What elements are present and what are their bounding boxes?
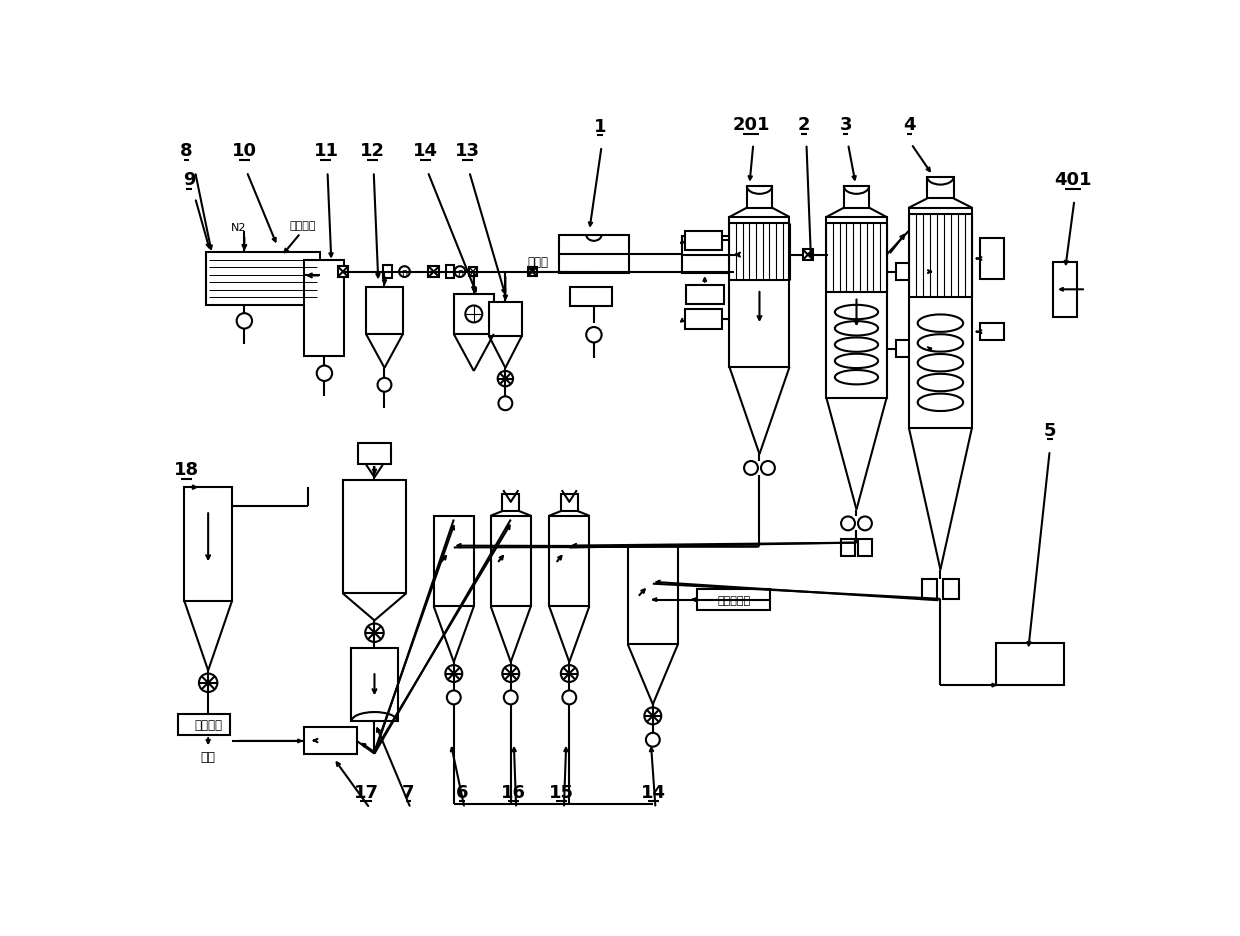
Bar: [179, 714, 231, 736]
Text: 2: 2: [797, 116, 811, 134]
Circle shape: [366, 623, 383, 642]
Text: 6: 6: [456, 782, 469, 800]
Bar: [528, 268, 537, 277]
Circle shape: [744, 461, 758, 475]
Text: N2: N2: [231, 223, 246, 233]
Bar: [304, 727, 357, 754]
Text: 草草水置堂: 草草水置堂: [717, 595, 750, 605]
Bar: [944, 579, 959, 599]
Circle shape: [377, 378, 392, 392]
Bar: [351, 649, 398, 722]
Circle shape: [497, 372, 513, 387]
Bar: [490, 303, 522, 337]
Bar: [357, 443, 392, 464]
Bar: [502, 494, 520, 511]
Bar: [729, 218, 790, 368]
Bar: [560, 494, 578, 511]
Text: 12: 12: [361, 142, 386, 160]
Bar: [684, 231, 722, 251]
Circle shape: [858, 517, 872, 531]
Circle shape: [316, 366, 332, 382]
Circle shape: [761, 461, 775, 475]
Text: 8: 8: [180, 142, 193, 160]
Bar: [895, 341, 926, 358]
Bar: [337, 267, 348, 278]
Text: 打包: 打包: [201, 751, 216, 764]
Circle shape: [563, 691, 577, 705]
Text: 14: 14: [641, 782, 666, 800]
Text: 7: 7: [402, 782, 414, 800]
Text: 201: 201: [733, 116, 770, 134]
Bar: [895, 264, 926, 281]
Text: n: n: [402, 268, 408, 278]
Bar: [558, 235, 630, 274]
Bar: [746, 187, 773, 209]
Text: 9: 9: [182, 171, 195, 189]
Text: 10: 10: [232, 142, 257, 160]
Text: 3: 3: [839, 116, 852, 134]
Bar: [185, 488, 232, 601]
Bar: [686, 285, 724, 304]
Circle shape: [503, 691, 517, 705]
Bar: [996, 643, 1064, 685]
Bar: [928, 178, 954, 199]
Bar: [366, 287, 403, 334]
Bar: [684, 310, 722, 329]
Bar: [434, 516, 474, 607]
Bar: [980, 240, 1004, 279]
Bar: [826, 218, 887, 399]
Circle shape: [465, 306, 482, 323]
Bar: [549, 516, 589, 607]
Bar: [206, 253, 320, 305]
Bar: [491, 516, 531, 607]
Circle shape: [445, 665, 463, 682]
Bar: [454, 295, 494, 334]
Bar: [980, 324, 1004, 341]
Text: 13: 13: [455, 142, 480, 160]
Text: 16: 16: [501, 782, 526, 800]
Bar: [909, 209, 972, 428]
Circle shape: [455, 267, 465, 278]
Bar: [858, 539, 872, 556]
Bar: [802, 250, 813, 261]
Circle shape: [399, 267, 410, 278]
Circle shape: [560, 665, 578, 682]
Text: 15: 15: [549, 782, 574, 800]
Text: 己内酰胺: 己内酰胺: [289, 221, 315, 231]
Text: 脱盐水: 脱盐水: [528, 256, 549, 269]
Text: 5: 5: [1044, 421, 1056, 439]
Bar: [304, 261, 345, 357]
Circle shape: [446, 691, 461, 705]
Text: 1: 1: [594, 117, 606, 136]
Text: n: n: [456, 268, 463, 278]
Text: 稱重计量: 稱重计量: [195, 718, 222, 731]
Text: 17: 17: [353, 782, 378, 800]
Bar: [697, 589, 770, 611]
Circle shape: [198, 674, 217, 693]
Text: 11: 11: [314, 142, 339, 160]
Bar: [383, 266, 392, 279]
Bar: [627, 547, 678, 645]
Bar: [1053, 262, 1078, 317]
Bar: [841, 539, 854, 556]
Bar: [921, 579, 937, 599]
Text: 14: 14: [413, 142, 438, 160]
Bar: [570, 287, 613, 307]
Circle shape: [645, 708, 661, 724]
Bar: [469, 268, 477, 277]
Circle shape: [587, 328, 601, 344]
Circle shape: [502, 665, 520, 682]
Circle shape: [498, 397, 512, 411]
Bar: [343, 480, 405, 593]
Text: 4: 4: [904, 116, 916, 134]
Bar: [428, 267, 439, 278]
Text: 401: 401: [1054, 171, 1091, 189]
Bar: [446, 266, 454, 279]
Text: 18: 18: [174, 461, 200, 478]
Circle shape: [237, 314, 252, 329]
Bar: [844, 187, 869, 209]
Circle shape: [841, 517, 854, 531]
Circle shape: [646, 733, 660, 747]
Bar: [682, 237, 732, 274]
